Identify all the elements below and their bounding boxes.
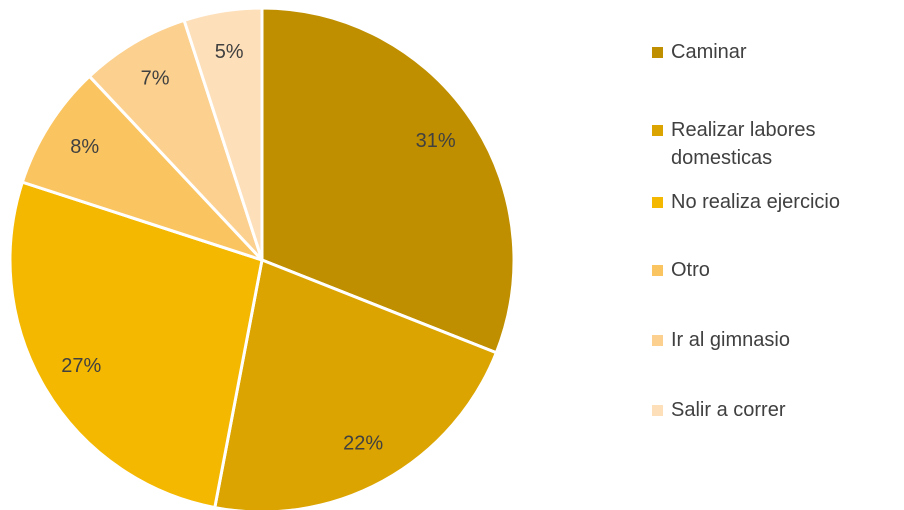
legend-label: Ir al gimnasio [671,329,790,351]
legend-swatch [652,125,663,136]
legend-item: No realiza ejercicio [652,188,902,216]
data-label: 5% [215,41,244,63]
legend-label: Realizar labores domesticas [671,119,816,169]
data-label: 31% [416,130,456,152]
legend-item: Otro [652,256,902,284]
legend-label: Salir a correr [671,399,786,421]
legend-item: Ir al gimnasio [652,326,902,354]
legend-swatch [652,197,663,208]
pie-slice [182,6,264,261]
pie-slice [20,74,264,262]
legend-swatch [652,335,663,346]
legend-swatch [652,265,663,276]
data-label: 8% [70,136,99,158]
legend-label: No realiza ejercicio [671,191,840,213]
legend-item: Realizar labores domesticas [652,116,902,172]
pie-slice [213,257,499,510]
pie-slice [8,180,264,510]
data-label: 22% [343,432,383,454]
legend-swatch [652,405,663,416]
legend-swatch [652,47,663,58]
pie-slice [87,18,264,262]
data-label: 7% [141,68,170,90]
legend-label: Otro [671,259,710,281]
data-label: 27% [61,355,101,377]
pie-slice [260,6,516,355]
legend-label: Caminar [671,41,747,63]
legend-item: Salir a correr [652,396,902,424]
legend-item: Caminar [652,38,902,66]
